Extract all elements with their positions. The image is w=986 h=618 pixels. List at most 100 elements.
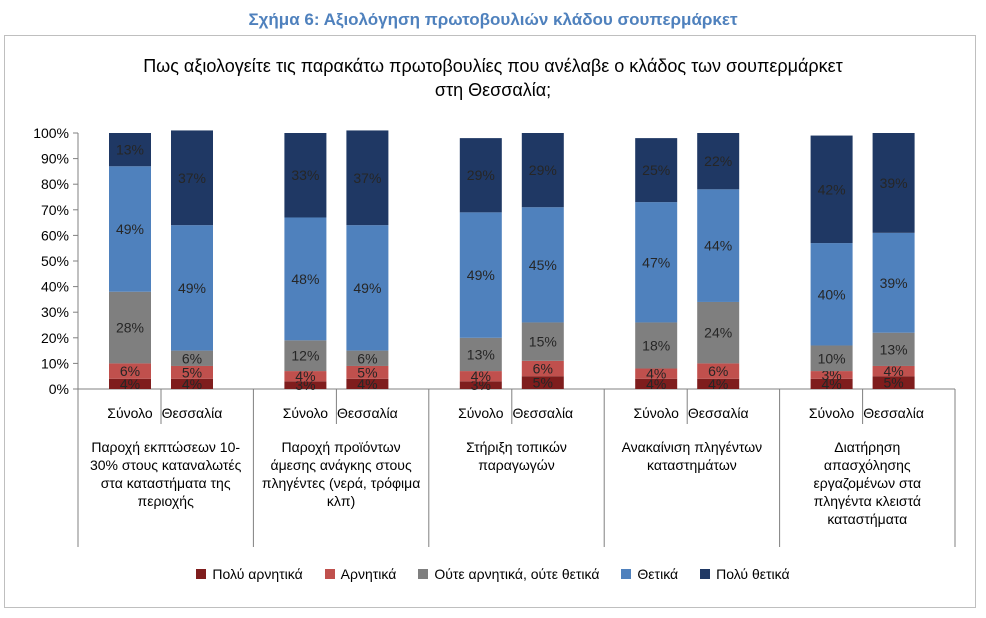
data-label: 18% [642, 337, 670, 353]
y-tick-label: 90% [41, 151, 69, 167]
bar-segment [171, 350, 213, 366]
legend-label: Ούτε αρνητικά, ούτε θετικά [434, 566, 600, 582]
bar-segment [697, 301, 740, 364]
data-label: 4% [357, 376, 377, 392]
bar-segment [459, 371, 502, 382]
bar-segment [521, 207, 564, 323]
data-label: 48% [291, 271, 319, 287]
group-category-label: εργαζομένων στα [814, 475, 922, 491]
bar-segment [109, 363, 151, 379]
legend-label: Αρνητικά [340, 566, 397, 582]
data-label: 6% [120, 363, 140, 379]
bar-segment [346, 365, 389, 379]
bar-segment [109, 291, 151, 364]
y-tick-label: 30% [41, 304, 69, 320]
bar-category-label: Σύνολο [107, 405, 153, 421]
y-tick-label: 20% [41, 330, 69, 346]
legend-label: Θετικά [637, 566, 679, 582]
bar-segment [872, 332, 915, 366]
data-label: 4% [471, 368, 491, 384]
legend-label: Πολύ θετικά [716, 566, 790, 582]
y-tick-label: 0% [49, 381, 69, 397]
bar-segment [521, 376, 564, 389]
bar-segment [810, 378, 853, 389]
bar-segment [109, 378, 151, 389]
data-label: 28% [116, 320, 144, 336]
group-category-label: απασχόλησης [824, 457, 911, 473]
group-category-label: πληγέντα κλειστά [814, 493, 921, 509]
y-tick-label: 50% [41, 253, 69, 269]
bar-segment [635, 138, 678, 203]
group-category-label: Στήριξη τοπικών [466, 439, 567, 455]
bar-segment [109, 166, 151, 292]
bar-category-label: Θεσσαλία [512, 405, 573, 421]
bar-category-label: Θεσσαλία [688, 405, 749, 421]
data-label: 29% [467, 167, 495, 183]
bar-segment [284, 371, 327, 382]
data-label: 4% [295, 368, 315, 384]
data-label: 4% [708, 376, 728, 392]
data-label: 37% [353, 170, 381, 186]
group-category-label: στα καταστήματα της [101, 475, 231, 491]
data-label: 6% [708, 363, 728, 379]
bar-segment [697, 133, 740, 190]
y-tick-label: 70% [41, 202, 69, 218]
bar-segment [810, 243, 853, 346]
data-label: 10% [818, 350, 846, 366]
chart-title-line-1: Πως αξιολογείτε τις παρακάτω πρωτοβουλίε… [143, 56, 843, 76]
data-label: 6% [533, 361, 553, 377]
bar-segment [872, 365, 915, 377]
bar-segment [810, 371, 853, 379]
legend-item: Πολύ αρνητικά [196, 566, 303, 582]
data-label: 39% [880, 275, 908, 291]
bar-segment [459, 381, 502, 389]
bar-segment [635, 378, 678, 389]
y-tick-label: 40% [41, 279, 69, 295]
bar-segment [697, 378, 740, 389]
bar-segment [697, 363, 740, 379]
data-label: 4% [182, 376, 202, 392]
data-label: 5% [357, 364, 377, 380]
legend-swatch [700, 569, 711, 579]
data-label: 40% [818, 286, 846, 302]
group-category-label: πληγέντες (νερά, τρόφιμα [262, 475, 420, 491]
data-label: 13% [467, 346, 495, 362]
bar-segment [521, 133, 564, 208]
bar-segment [284, 217, 327, 341]
bar-category-label: Θεσσαλία [337, 405, 398, 421]
bar-segment [872, 133, 915, 233]
data-label: 33% [291, 167, 319, 183]
bar-category-label: Θεσσαλία [863, 405, 924, 421]
group-category-label: παραγωγών [478, 457, 554, 473]
data-label: 22% [704, 153, 732, 169]
data-label: 4% [646, 366, 666, 382]
legend-item: Ούτε αρνητικά, ούτε θετικά [418, 566, 599, 582]
bar-segment [346, 225, 389, 351]
chart-title-line-2: στη Θεσσαλία; [434, 80, 552, 100]
bar-segment [635, 202, 678, 323]
bar-segment [459, 138, 502, 213]
legend-swatch [324, 569, 335, 579]
data-label: 37% [178, 170, 206, 186]
bar-category-label: Θεσσαλία [162, 405, 223, 421]
data-label: 25% [642, 162, 670, 178]
bar-segment [521, 322, 564, 361]
group-category-label: άμεσης ανάγκης στους [270, 457, 411, 473]
legend-item: Θετικά [621, 566, 678, 582]
bar-category-label: Σύνολο [809, 405, 855, 421]
legend-item: Αρνητικά [324, 566, 397, 582]
bar-segment [459, 212, 502, 338]
data-label: 4% [883, 363, 903, 379]
legend-swatch [196, 569, 207, 579]
bar-segment [810, 135, 853, 244]
data-label: 49% [467, 267, 495, 283]
group-category-label: Διατήρηση [834, 439, 900, 455]
chart-frame [4, 35, 976, 608]
bar-segment [635, 322, 678, 369]
data-label: 45% [529, 257, 557, 273]
legend-swatch [418, 569, 429, 579]
data-label: 29% [529, 162, 557, 178]
group-category-label: Παροχή εκπτώσεων 10- [91, 439, 240, 455]
chart-title: Πως αξιολογείτε τις παρακάτω πρωτοβουλίε… [0, 54, 986, 102]
data-label: 49% [178, 280, 206, 296]
